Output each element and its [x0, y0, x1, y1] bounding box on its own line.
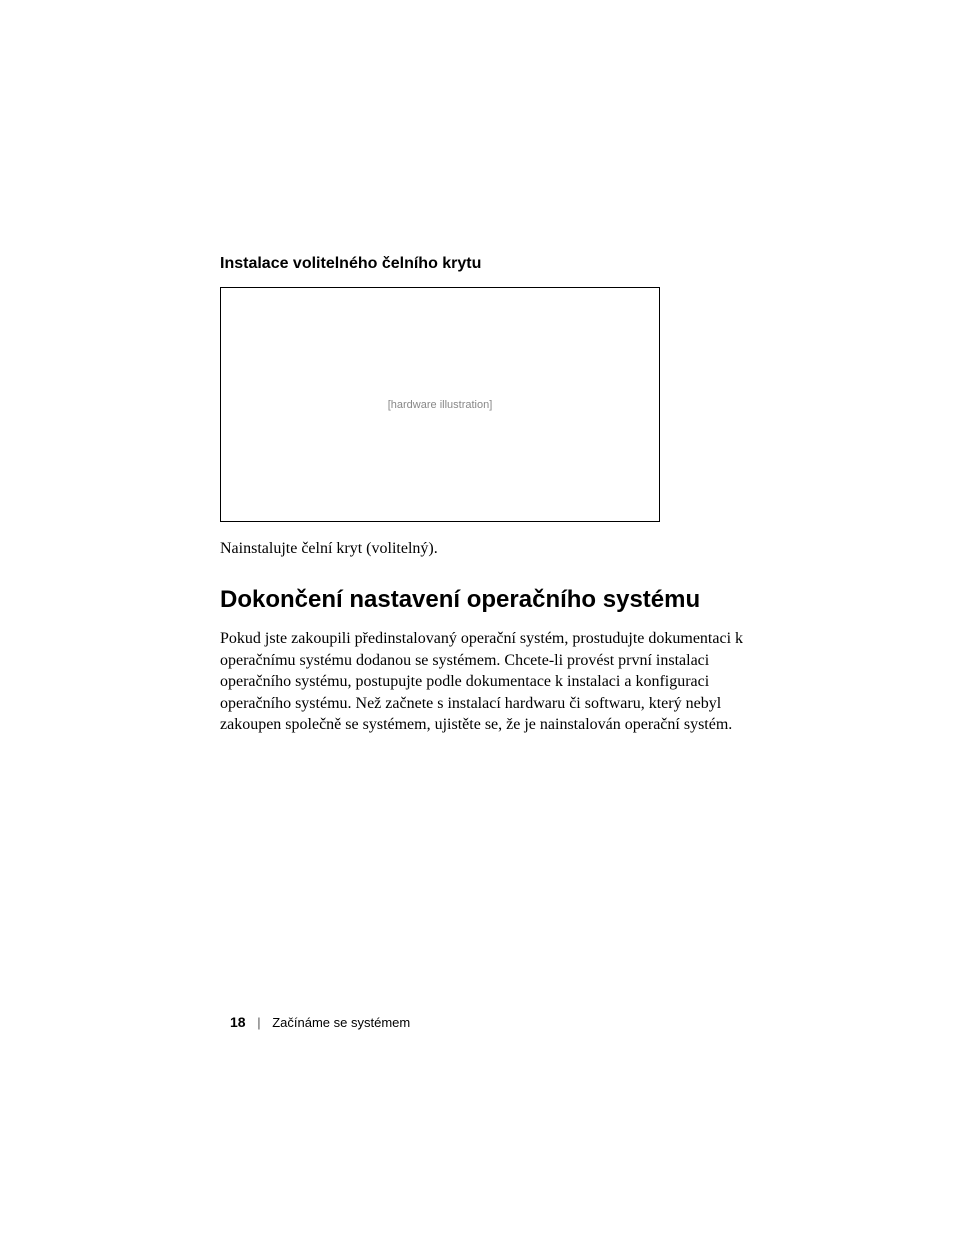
- footer-separator: |: [257, 1015, 260, 1030]
- main-heading: Dokončení nastavení operačního systému: [220, 586, 779, 614]
- footer-section-label: Začínáme se systémem: [272, 1015, 410, 1030]
- section-title: Instalace volitelného čelního krytu: [220, 255, 779, 273]
- body-paragraph: Pokud jste zakoupili předinstalovaný ope…: [220, 628, 779, 736]
- figure-placeholder-label: [hardware illustration]: [388, 399, 493, 411]
- page-footer: 18 | Začínáme se systémem: [230, 1014, 410, 1030]
- page-number: 18: [230, 1014, 246, 1030]
- figure-illustration: [hardware illustration]: [220, 287, 660, 522]
- document-page: Instalace volitelného čelního krytu [har…: [0, 0, 954, 1235]
- figure-caption: Nainstalujte čelní kryt (volitelný).: [220, 540, 779, 558]
